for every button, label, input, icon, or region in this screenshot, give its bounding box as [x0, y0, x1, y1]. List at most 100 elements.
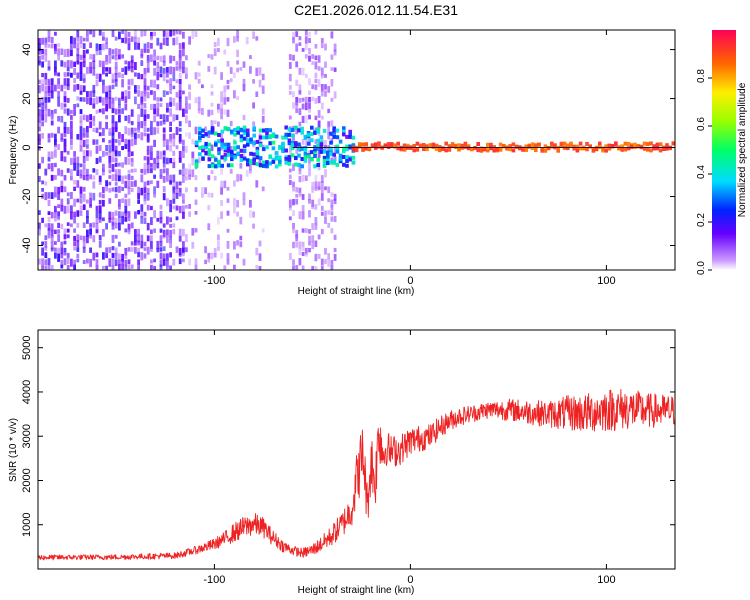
spectrogram-cell-broadband-noise [111, 102, 115, 110]
spectrogram-cell-noise-column [292, 222, 295, 230]
spectrogram-cell-broadband-noise [127, 37, 131, 45]
spectrogram-cell-broadband-noise [92, 175, 96, 180]
spectrogram-cell-broadband-noise [76, 180, 80, 188]
spectrogram-cell-broadband-noise [182, 168, 185, 177]
spectrogram-cell-broadband-noise [150, 36, 153, 41]
spectrogram-cell-broadband-noise [86, 174, 89, 181]
spectrogram-cell-broadband-noise [92, 181, 96, 189]
spectrogram-cell-broadband-noise [114, 79, 118, 87]
spectrogram-cell-transition-scatter [229, 120, 233, 127]
spectrogram-cell-carrier-band [226, 126, 231, 131]
spectrogram-cell-transition-scatter [261, 108, 265, 115]
spectrogram-cell-broadband-noise [82, 240, 86, 249]
spectrogram-cell-broadband-noise [124, 156, 128, 165]
spectrogram-cell-broadband-noise [172, 258, 176, 266]
spectrogram-cell-broadband-noise [89, 30, 92, 35]
spectrogram-cell-locked-carrier [575, 144, 580, 149]
spectrogram-cell-noise-column [301, 228, 305, 233]
spectrogram-cell-broadband-noise [63, 138, 67, 146]
spectrogram-cell-locked-carrier [502, 144, 506, 148]
spectrogram-cell-noise-column [333, 67, 337, 72]
spectrogram-cell-broadband-noise [63, 247, 67, 256]
spectrogram-cell-broadband-noise [38, 48, 41, 55]
spectrogram-cell-noise-column [330, 97, 334, 102]
spectrogram-cell-broadband-noise [111, 127, 115, 136]
spectrogram-cell-locked-carrier [431, 142, 436, 147]
spectrogram-cell-broadband-noise [162, 55, 166, 63]
spectrogram-cell-broadband-noise [102, 127, 105, 136]
spectrogram-cell-broadband-noise [105, 121, 108, 130]
spectrogram-cell-broadband-noise [60, 102, 64, 110]
spectrogram-cell-broadband-noise [169, 102, 172, 107]
spectrogram-cell-locked-carrier [486, 148, 490, 153]
spectrogram-cell-broadband-noise [124, 144, 128, 149]
spectrogram-cell-broadband-noise [50, 223, 54, 232]
spectrogram-cell-transition-scatter [207, 223, 211, 231]
spectrogram-cell-broadband-noise [47, 60, 51, 69]
spectrogram-cell-broadband-noise [169, 223, 172, 228]
spectrogram-cell-broadband-noise [70, 139, 73, 146]
spectrogram-cell-noise-column [301, 174, 305, 182]
spectrogram-cell-broadband-noise [178, 78, 182, 85]
spectrogram-cell-broadband-noise [162, 168, 166, 174]
spectrogram-cell-broadband-noise [162, 127, 166, 133]
spectrogram-cell-broadband-noise [41, 73, 44, 78]
spectrogram-cell-carrier-band [214, 131, 218, 136]
spectrogram-cell-broadband-noise [166, 229, 169, 236]
spectrogram-cell-broadband-noise [182, 31, 185, 39]
spectrogram-cell-broadband-noise [169, 158, 172, 164]
spectrogram-cell-transition-scatter [258, 253, 262, 261]
spectrogram-cell-carrier-band [230, 149, 234, 154]
spectrogram-cell-carrier-band [226, 149, 231, 154]
spectrogram-cell-broadband-noise [166, 139, 169, 147]
spectrogram-cell-carrier-band [268, 134, 272, 139]
spectrogram-cell-carrier-band [249, 137, 253, 142]
snr-x-tick-label: 0 [407, 574, 413, 586]
spectrogram-cell-transition-scatter [194, 199, 198, 205]
spectrogram-cell-noise-column [308, 103, 311, 110]
spectrogram-cell-carrier-band [226, 152, 231, 157]
spectrogram-cell-noise-column [330, 67, 334, 71]
spectrogram-cell-transition-scatter [223, 97, 227, 105]
spectrogram-cell-broadband-noise [79, 109, 83, 115]
spectrogram-cell-noise-column [298, 247, 302, 256]
spectrogram-cell-noise-column [301, 265, 305, 270]
spectrogram-cell-carrier-band [326, 158, 330, 163]
spectrogram-cell-transition-scatter [226, 210, 230, 216]
spectrogram-cell-broadband-noise [89, 192, 92, 199]
spectrogram-cell-carrier-band [300, 126, 304, 131]
spectrogram-cell-broadband-noise [156, 121, 160, 127]
spectrogram-cell-noise-column [308, 199, 311, 204]
spectrogram-cell-locked-carrier [524, 144, 528, 149]
spectrogram-cell-broadband-noise [172, 198, 176, 204]
spectrogram-cell-broadband-noise [98, 180, 102, 185]
spectrogram-cell-locked-carrier [418, 143, 423, 148]
spectrogram-cell-carrier-band [332, 128, 336, 133]
spectrogram-cell-broadband-noise [79, 205, 83, 212]
spectrogram-cell-carrier-band [294, 162, 298, 167]
spectrogram-cell-carrier-band [198, 152, 202, 157]
spectrogram-cell-broadband-noise [169, 204, 172, 213]
spectrogram-cell-broadband-noise [150, 145, 153, 153]
spectrogram-cell-broadband-noise [47, 151, 51, 157]
spectrogram-cell-transition-scatter [207, 175, 211, 181]
spectrogram-cell-transition-scatter [226, 186, 230, 191]
spectrogram-cell-transition-scatter [194, 211, 198, 215]
spectrogram-cell-broadband-noise [175, 193, 179, 199]
spectrogram-cell-broadband-noise [153, 127, 156, 135]
spectrogram-cell-broadband-noise [63, 258, 67, 266]
spectrogram-cell-transition-scatter [226, 79, 230, 85]
spectrogram-cell-transition-scatter [261, 186, 265, 192]
spectrogram-cell-locked-carrier [646, 147, 650, 152]
spectrogram-cell-broadband-noise [150, 168, 153, 174]
spectrogram-cell-broadband-noise [47, 43, 51, 48]
spectrogram-cell-broadband-noise [79, 210, 83, 216]
spectrogram-cell-carrier-band [214, 142, 218, 147]
spectrogram-cell-broadband-noise [73, 43, 76, 49]
spectrogram-cell-broadband-noise [130, 138, 134, 147]
spectrogram-cell-carrier-band [223, 126, 228, 131]
spectrogram-cell-carrier-band [300, 157, 304, 161]
spectrogram-cell-noise-column [298, 241, 302, 249]
spectrogram-cell-broadband-noise [57, 144, 60, 150]
spectrogram-cell-broadband-noise [146, 187, 150, 195]
